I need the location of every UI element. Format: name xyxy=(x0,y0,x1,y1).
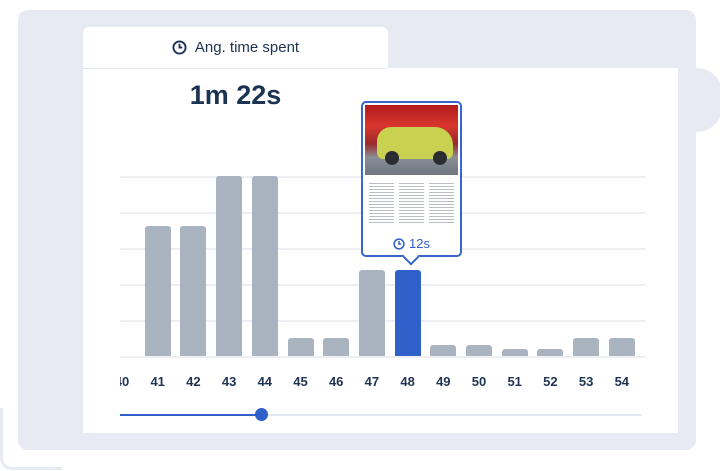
tooltip-time-value: 12s xyxy=(409,236,430,251)
bar-chart: 40 41 42 43 44 45 46 47 48 49 50 51 52 53 54 xyxy=(120,160,645,400)
clock-icon xyxy=(393,237,405,250)
page-thumbnail-image xyxy=(365,105,458,175)
bar-page-47[interactable] xyxy=(358,269,385,356)
bar-page-45[interactable] xyxy=(287,338,314,356)
x-tick-label: 54 xyxy=(614,374,630,389)
slider-fill xyxy=(120,414,261,416)
x-tick-label: 40 xyxy=(120,374,130,389)
bar-page-42[interactable] xyxy=(180,226,207,356)
x-tick-label: 49 xyxy=(436,374,451,389)
bar-page-48[interactable] xyxy=(394,269,421,356)
clock-icon xyxy=(172,40,187,55)
bar-page-46[interactable] xyxy=(323,338,350,356)
decorative-frame xyxy=(0,408,62,470)
tooltip-time: 12s xyxy=(363,236,460,251)
bar-page-53[interactable] xyxy=(573,338,600,356)
background-bump xyxy=(672,68,720,132)
x-tick-label: 43 xyxy=(221,374,237,389)
total-time: 1m 22s xyxy=(189,80,282,110)
slider-thumb[interactable] xyxy=(254,408,268,421)
bar-page-44[interactable] xyxy=(251,176,278,356)
bar-page-41[interactable] xyxy=(144,226,171,356)
metric-title: Ang. time spent xyxy=(194,39,300,56)
bar-page-54[interactable] xyxy=(608,338,635,356)
x-tick-label: 47 xyxy=(364,374,380,389)
x-tick-label: 42 xyxy=(186,374,201,389)
bar-page-43[interactable] xyxy=(216,176,243,356)
x-tick-label: 48 xyxy=(400,374,415,389)
x-tick-label: 45 xyxy=(293,374,308,389)
x-tick-label: 51 xyxy=(507,374,522,389)
x-tick-label: 46 xyxy=(328,374,344,389)
x-tick-label: 50 xyxy=(471,374,487,389)
metric-tab[interactable]: Ang. time spent xyxy=(83,27,388,69)
x-tick-label: 41 xyxy=(150,374,165,389)
gridline xyxy=(120,356,645,358)
x-tick-label: 53 xyxy=(578,374,594,389)
page-thumbnail-text xyxy=(363,177,460,223)
bar-page-49[interactable] xyxy=(430,345,457,356)
bar-page-52[interactable] xyxy=(537,348,564,356)
page-preview-tooltip: 12s xyxy=(361,101,462,266)
bar-page-50[interactable] xyxy=(466,345,492,356)
x-tick-label: 52 xyxy=(543,374,558,389)
bar-page-51[interactable] xyxy=(501,348,528,356)
x-tick-label: 44 xyxy=(257,374,273,389)
page-slider[interactable] xyxy=(120,408,642,421)
